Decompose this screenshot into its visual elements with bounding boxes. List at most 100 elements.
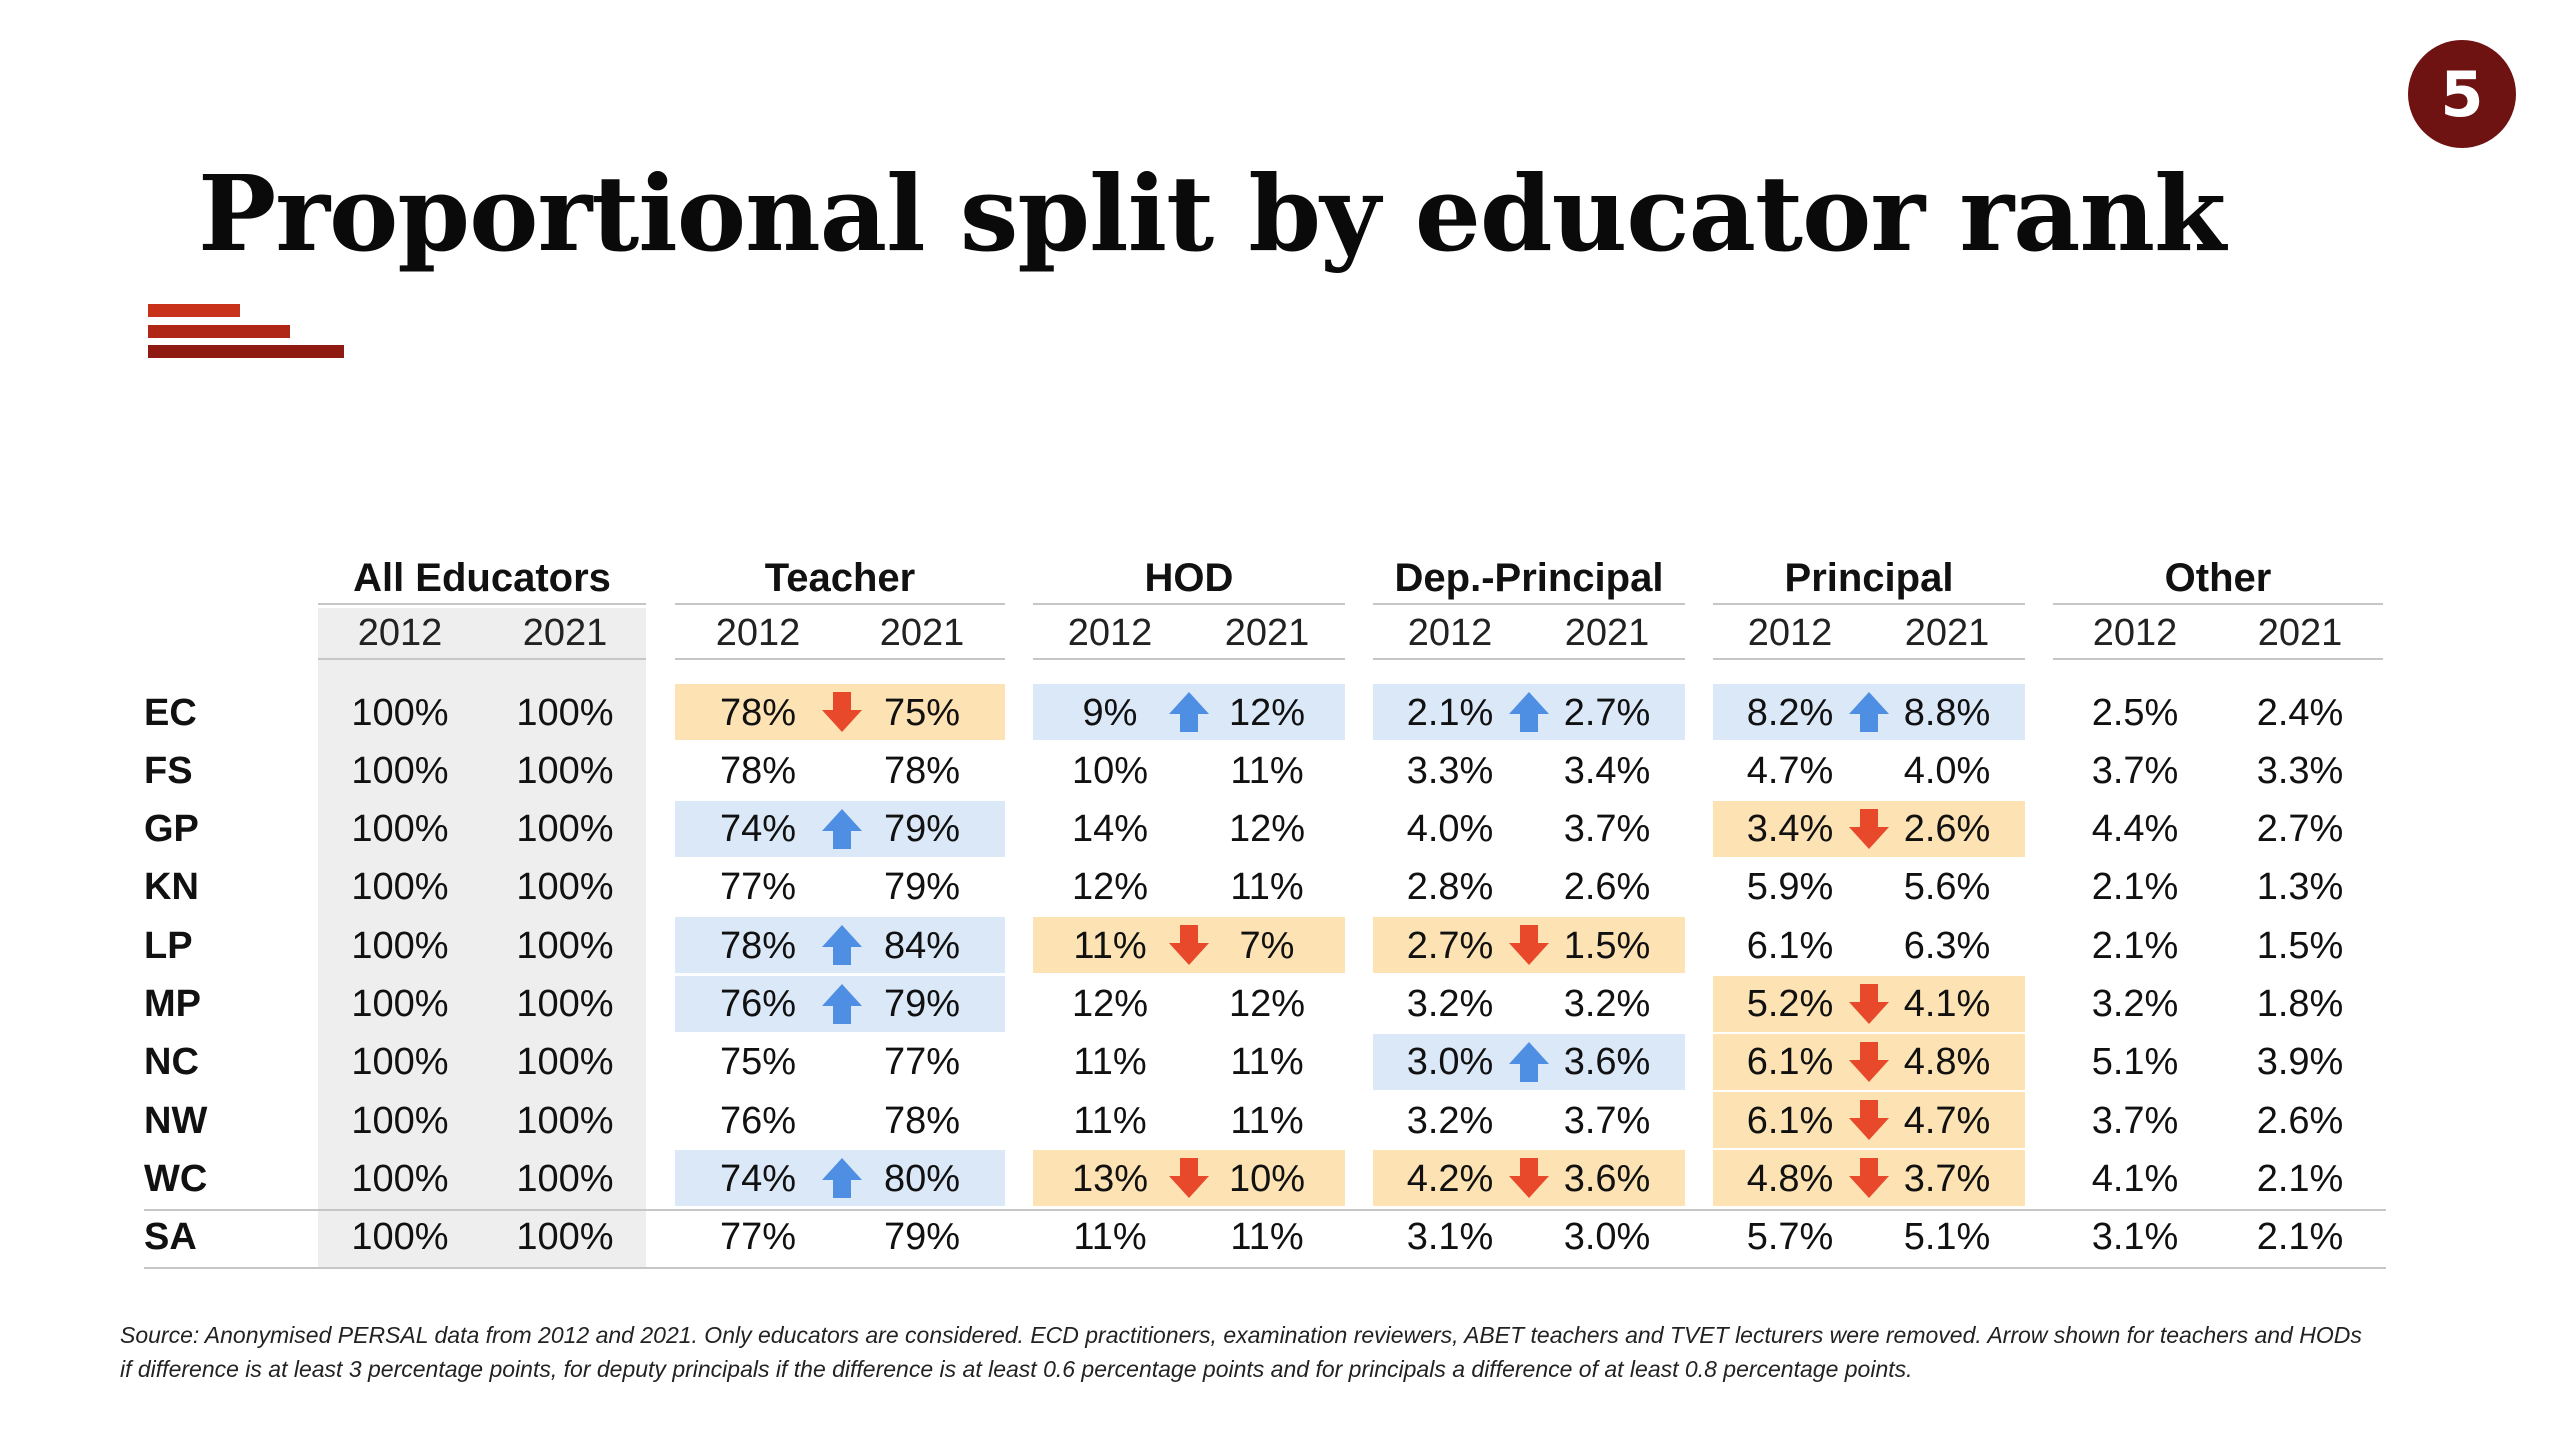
table-cell: 79% bbox=[883, 866, 961, 909]
table-cell: 3.6% bbox=[1563, 1041, 1651, 1084]
table-cell: 2.6% bbox=[2256, 1099, 2344, 1142]
table-cell: 2.6% bbox=[1563, 866, 1651, 909]
table-cell: 100% bbox=[516, 1157, 614, 1200]
table-cell: 3.3% bbox=[1406, 749, 1494, 792]
table-cell: 1.5% bbox=[1563, 924, 1651, 967]
table-cell: 11% bbox=[1230, 1099, 1304, 1142]
table-cell: 79% bbox=[883, 983, 961, 1025]
arrow-down-icon bbox=[1849, 808, 1889, 849]
table-cell: 100% bbox=[516, 924, 614, 967]
table-cell: 100% bbox=[351, 866, 449, 909]
page-title: Proportional split by educator rank bbox=[198, 152, 2226, 275]
column-group-header-teacher: Teacher bbox=[764, 555, 916, 600]
accent-bar bbox=[148, 345, 344, 358]
year-header: 2021 bbox=[1904, 611, 1990, 654]
table-cell: 2.1% bbox=[2091, 866, 2179, 909]
column-group-header-dep-principal: Dep.-Principal bbox=[1394, 555, 1664, 600]
arrow-down-icon bbox=[822, 692, 862, 732]
table-cell: 4.8% bbox=[1746, 1157, 1834, 1200]
table-cell: 100% bbox=[351, 1099, 449, 1142]
table-cell: 11% bbox=[1073, 924, 1147, 967]
table-cell: 100% bbox=[351, 1157, 449, 1200]
table-cell: 3.9% bbox=[2256, 1041, 2344, 1084]
table-cell: 2.6% bbox=[1903, 808, 1991, 851]
column-group-header-principal: Principal bbox=[1784, 555, 1954, 600]
table-cell: 7% bbox=[1239, 924, 1295, 967]
table-cell: 3.7% bbox=[2091, 1099, 2179, 1142]
slide-number-badge: 5 bbox=[2408, 40, 2516, 148]
table-cell: 77% bbox=[719, 1216, 797, 1259]
header-divider bbox=[1373, 603, 1685, 605]
table-cell: 3.1% bbox=[2091, 1216, 2179, 1259]
table-cell: 100% bbox=[351, 1216, 449, 1259]
row-label-kn: KN bbox=[144, 866, 199, 909]
table-cell: 78% bbox=[883, 1099, 961, 1142]
table-cell: 3.4% bbox=[1563, 749, 1651, 792]
table-cell: 5.6% bbox=[1903, 866, 1991, 909]
table-cell: 3.2% bbox=[2091, 983, 2179, 1025]
table-cell: 75% bbox=[719, 1041, 797, 1084]
arrow-down-icon bbox=[1849, 983, 1889, 1024]
table-cell: 6.3% bbox=[1903, 924, 1991, 967]
table-cell: 3.1% bbox=[1406, 1216, 1494, 1259]
table-cell: 1.8% bbox=[2256, 983, 2344, 1025]
table-cell: 10% bbox=[1228, 1157, 1306, 1200]
source-footnote: Source: Anonymised PERSAL data from 2012… bbox=[120, 1318, 2480, 1386]
table-cell: 6.1% bbox=[1746, 1041, 1834, 1084]
arrow-up-icon bbox=[822, 983, 862, 1024]
table-cell: 100% bbox=[516, 1099, 614, 1142]
arrow-down-icon bbox=[1509, 925, 1549, 966]
table-cell: 4.2% bbox=[1406, 1157, 1494, 1200]
table-cell: 100% bbox=[516, 866, 614, 909]
table-cell: 75% bbox=[883, 691, 961, 734]
year-header: 2021 bbox=[2257, 611, 2343, 654]
table-cell: 12% bbox=[1228, 808, 1306, 851]
table-cell: 8.2% bbox=[1746, 691, 1834, 734]
accent-bar bbox=[148, 304, 240, 317]
table-cell: 1.3% bbox=[2256, 866, 2344, 909]
year-header: 2012 bbox=[1067, 611, 1153, 654]
row-label-lp: LP bbox=[144, 924, 193, 967]
table-cell: 4.8% bbox=[1903, 1041, 1991, 1084]
header-divider bbox=[318, 603, 646, 605]
table-cell: 2.7% bbox=[2256, 808, 2344, 851]
arrow-up-icon bbox=[822, 925, 862, 966]
table-cell: 100% bbox=[351, 983, 449, 1025]
year-header: 2012 bbox=[715, 611, 801, 654]
table-cell: 3.7% bbox=[1563, 1099, 1651, 1142]
table-cell: 2.8% bbox=[1406, 866, 1494, 909]
table-cell: 5.1% bbox=[1903, 1216, 1991, 1259]
table-cell: 100% bbox=[351, 1041, 449, 1084]
header-divider bbox=[2053, 658, 2383, 660]
table-cell: 2.7% bbox=[1406, 924, 1494, 967]
table-cell: 3.7% bbox=[1903, 1157, 1991, 1200]
table-cell: 2.1% bbox=[2256, 1216, 2344, 1259]
table-cell: 100% bbox=[516, 749, 614, 792]
footnote-line: Source: Anonymised PERSAL data from 2012… bbox=[120, 1322, 2362, 1348]
arrow-up-icon bbox=[1509, 692, 1549, 732]
table-cell: 79% bbox=[883, 1216, 961, 1259]
table-cell: 12% bbox=[1228, 691, 1306, 734]
arrow-up-icon bbox=[1849, 692, 1889, 732]
arrow-up-icon bbox=[822, 808, 862, 849]
year-header: 2012 bbox=[357, 611, 443, 654]
header-divider bbox=[1033, 658, 1345, 660]
table-cell: 12% bbox=[1228, 983, 1306, 1025]
arrow-up-icon bbox=[822, 1158, 862, 1199]
table-cell: 3.0% bbox=[1406, 1041, 1494, 1084]
arrow-down-icon bbox=[1509, 1158, 1549, 1199]
table-cell: 13% bbox=[1071, 1157, 1149, 1200]
table-cell: 78% bbox=[719, 924, 797, 967]
row-label-wc: WC bbox=[144, 1157, 208, 1200]
table-cell: 3.4% bbox=[1746, 808, 1834, 851]
row-label-nc: NC bbox=[144, 1041, 199, 1084]
header-divider bbox=[1713, 658, 2025, 660]
table-cell: 8.8% bbox=[1903, 691, 1991, 734]
table-cell: 2.4% bbox=[2256, 691, 2344, 734]
table-cell: 100% bbox=[351, 749, 449, 792]
table-cell: 3.3% bbox=[2256, 749, 2344, 792]
table-cell: 11% bbox=[1230, 1041, 1304, 1084]
table-cell: 74% bbox=[719, 808, 797, 851]
table-cell: 100% bbox=[516, 983, 614, 1025]
year-header: 2021 bbox=[879, 611, 965, 654]
